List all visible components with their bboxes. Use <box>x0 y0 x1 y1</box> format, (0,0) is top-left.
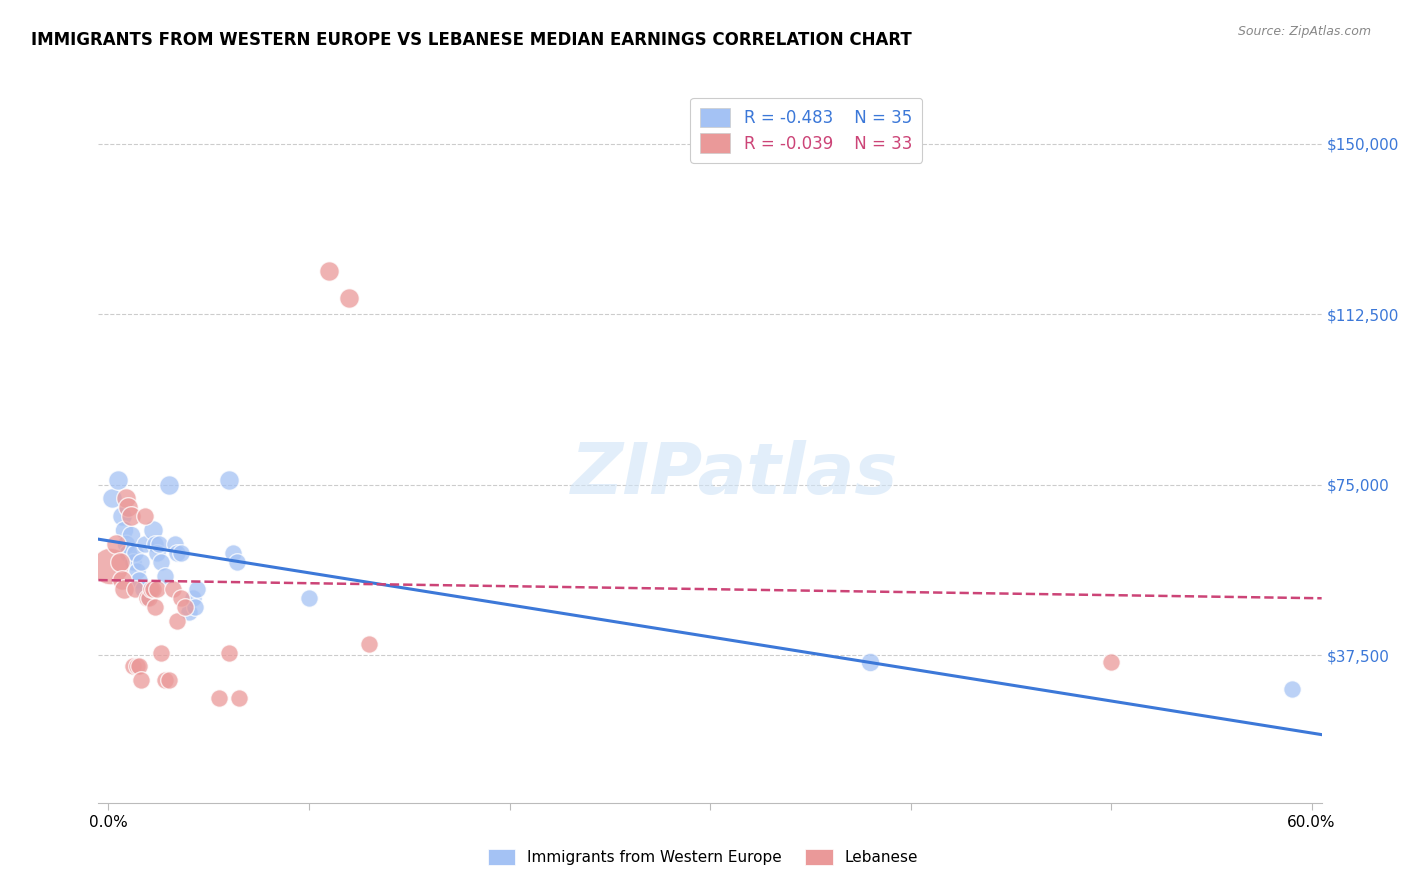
Legend: R = -0.483    N = 35, R = -0.039    N = 33: R = -0.483 N = 35, R = -0.039 N = 33 <box>690 97 922 162</box>
Text: Source: ZipAtlas.com: Source: ZipAtlas.com <box>1237 25 1371 38</box>
Point <box>228 691 250 706</box>
Point <box>128 659 150 673</box>
Point <box>138 591 160 606</box>
Point <box>105 537 128 551</box>
Point <box>142 582 165 597</box>
Point <box>318 264 340 278</box>
Point <box>134 509 156 524</box>
Point <box>107 473 129 487</box>
Point <box>218 646 240 660</box>
Point <box>148 537 170 551</box>
Point <box>134 537 156 551</box>
Point <box>110 555 132 569</box>
Point <box>1099 655 1122 669</box>
Point <box>186 582 208 597</box>
Point <box>157 477 180 491</box>
Point <box>859 655 882 669</box>
Point <box>115 537 138 551</box>
Point <box>143 537 166 551</box>
Point <box>208 691 231 706</box>
Point <box>121 555 143 569</box>
Point <box>129 555 152 569</box>
Point <box>169 546 191 560</box>
Point <box>177 605 200 619</box>
Point <box>115 491 138 506</box>
Point <box>139 582 162 597</box>
Point <box>298 591 321 606</box>
Point <box>128 573 150 587</box>
Point <box>166 546 188 560</box>
Point <box>153 673 176 687</box>
Point <box>149 646 172 660</box>
Point <box>125 659 148 673</box>
Point <box>131 582 153 597</box>
Point <box>111 573 134 587</box>
Point <box>149 555 172 569</box>
Point <box>225 555 247 569</box>
Text: IMMIGRANTS FROM WESTERN EUROPE VS LEBANESE MEDIAN EARNINGS CORRELATION CHART: IMMIGRANTS FROM WESTERN EUROPE VS LEBANE… <box>31 31 911 49</box>
Point <box>162 582 184 597</box>
Point <box>163 537 186 551</box>
Point <box>114 523 136 537</box>
Point <box>153 568 176 582</box>
Point <box>101 491 124 506</box>
Point <box>117 546 139 560</box>
Point <box>359 637 381 651</box>
Point <box>125 564 148 578</box>
Point <box>169 591 191 606</box>
Point <box>1281 682 1303 697</box>
Point <box>138 591 160 606</box>
Point <box>120 509 142 524</box>
Point <box>157 673 180 687</box>
Point <box>121 659 143 673</box>
Point <box>173 600 195 615</box>
Point <box>120 527 142 541</box>
Point <box>100 559 122 574</box>
Point <box>142 523 165 537</box>
Point <box>145 546 167 560</box>
Point <box>124 546 146 560</box>
Point <box>135 591 157 606</box>
Point <box>129 673 152 687</box>
Point <box>124 582 146 597</box>
Point <box>218 473 240 487</box>
Point <box>111 509 134 524</box>
Legend: Immigrants from Western Europe, Lebanese: Immigrants from Western Europe, Lebanese <box>482 843 924 871</box>
Point <box>183 600 205 615</box>
Point <box>145 582 167 597</box>
Point <box>222 546 245 560</box>
Point <box>143 600 166 615</box>
Point <box>181 591 204 606</box>
Point <box>117 500 139 515</box>
Point <box>166 614 188 628</box>
Text: ZIPatlas: ZIPatlas <box>571 440 898 509</box>
Point <box>114 582 136 597</box>
Point <box>337 291 360 305</box>
